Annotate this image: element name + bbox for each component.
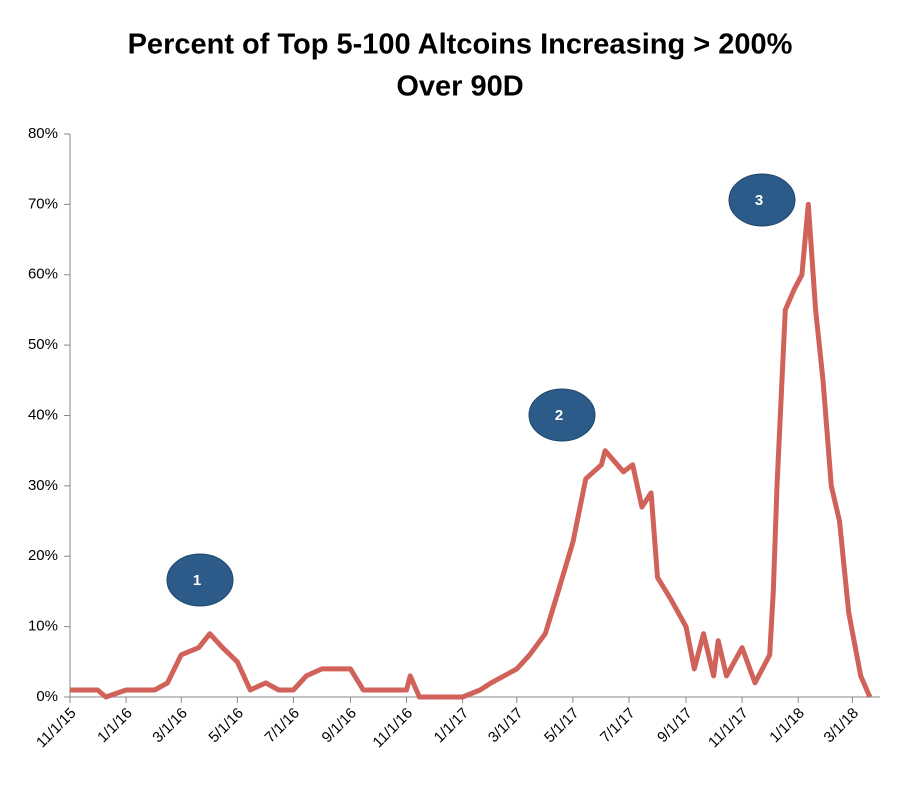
x-tick-label: 3/1/18 bbox=[821, 705, 863, 747]
x-tick-label: 9/1/16 bbox=[319, 705, 361, 747]
y-tick-label: 0% bbox=[36, 688, 58, 705]
chart-title: Over 90D bbox=[396, 71, 523, 103]
annotation-bubble bbox=[166, 553, 234, 607]
y-tick-label: 30% bbox=[28, 477, 58, 494]
y-tick-label: 70% bbox=[28, 195, 58, 212]
data-line bbox=[70, 201, 873, 700]
x-tick-label: 1/1/17 bbox=[431, 705, 473, 747]
x-tick-label: 5/1/16 bbox=[205, 705, 247, 747]
y-tick-label: 20% bbox=[28, 547, 58, 564]
y-tick-label: 50% bbox=[28, 336, 58, 353]
y-tick-label: 80% bbox=[28, 125, 58, 142]
y-tick-label: 60% bbox=[28, 266, 58, 283]
x-tick-label: 3/1/17 bbox=[485, 705, 527, 747]
annotation-label: 1 bbox=[193, 572, 201, 589]
x-tick-label: 3/1/16 bbox=[149, 705, 191, 747]
x-tick-label: 11/1/15 bbox=[33, 705, 80, 752]
annotation-bubble bbox=[528, 388, 596, 442]
x-tick-label: 11/1/16 bbox=[370, 705, 417, 752]
x-tick-label: 7/1/17 bbox=[597, 705, 639, 747]
x-tick-label: 1/1/18 bbox=[766, 705, 808, 747]
annotation-label: 2 bbox=[555, 407, 563, 424]
x-tick-label: 7/1/16 bbox=[262, 705, 304, 747]
annotation-label: 3 bbox=[755, 192, 763, 209]
annotation-bubble bbox=[728, 173, 796, 227]
x-tick-label: 11/1/17 bbox=[705, 705, 752, 752]
y-tick-label: 10% bbox=[28, 618, 58, 635]
x-tick-label: 9/1/17 bbox=[654, 705, 696, 747]
y-tick-label: 40% bbox=[28, 406, 58, 423]
chart-title: Percent of Top 5-100 Altcoins Increasing… bbox=[128, 29, 793, 61]
x-tick-label: 1/1/16 bbox=[94, 705, 136, 747]
x-tick-label: 5/1/17 bbox=[541, 705, 583, 747]
